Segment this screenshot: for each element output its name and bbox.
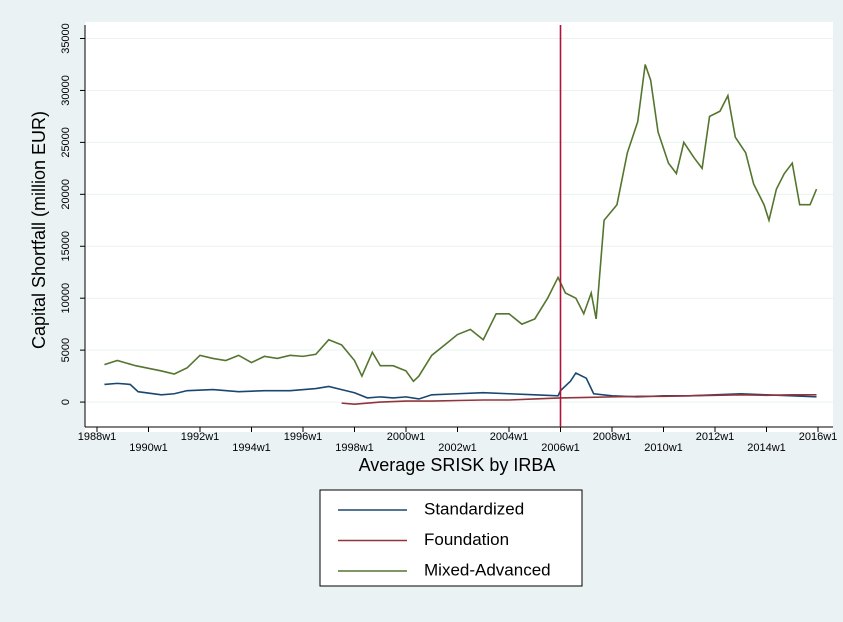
legend-label: Foundation bbox=[424, 530, 509, 549]
legend-label: Standardized bbox=[424, 499, 524, 518]
x-tick-label: 1990w1 bbox=[129, 442, 168, 454]
y-tick-label: 20000 bbox=[60, 179, 72, 210]
y-tick-label: 0 bbox=[60, 399, 72, 405]
plot-area bbox=[85, 22, 833, 432]
x-tick-label: 2014w1 bbox=[747, 442, 786, 454]
series-line bbox=[341, 393, 817, 405]
x-tick-label: 1988w1 bbox=[78, 431, 117, 443]
series-line bbox=[104, 64, 818, 383]
x-tick-label: 2008w1 bbox=[593, 431, 632, 443]
x-tick-label: 2004w1 bbox=[490, 431, 529, 443]
y-tick-label: 10000 bbox=[60, 283, 72, 314]
y-tick-label: 35000 bbox=[60, 23, 72, 54]
x-tick-label: 2012w1 bbox=[696, 431, 735, 443]
x-tick-label: 2006w1 bbox=[541, 442, 580, 454]
y-tick-label: 15000 bbox=[60, 231, 72, 262]
y-tick-label: 25000 bbox=[60, 127, 72, 158]
legend-label: Mixed-Advanced bbox=[424, 560, 551, 579]
legend-box bbox=[319, 489, 583, 587]
x-tick-label: 2000w1 bbox=[387, 431, 426, 443]
x-tick-label: 1996w1 bbox=[284, 431, 323, 443]
x-axis-title: Average SRISK by IRBA bbox=[359, 455, 556, 475]
x-tick-label: 1992w1 bbox=[181, 431, 220, 443]
x-tick-label: 2016w1 bbox=[799, 431, 838, 443]
x-tick-label: 1998w1 bbox=[335, 442, 374, 454]
x-tick-label: 1994w1 bbox=[232, 442, 271, 454]
x-tick-label: 2002w1 bbox=[438, 442, 477, 454]
y-tick-label: 5000 bbox=[60, 338, 72, 362]
y-tick-label: 30000 bbox=[60, 75, 72, 106]
x-tick-label: 2010w1 bbox=[644, 442, 683, 454]
y-axis-title: Capital Shortfall (million EUR) bbox=[29, 111, 49, 349]
